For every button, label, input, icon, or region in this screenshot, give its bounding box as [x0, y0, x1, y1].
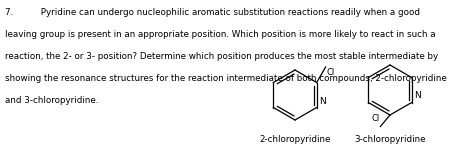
- Text: showing the resonance structures for the reaction intermediate of both compounds: showing the resonance structures for the…: [5, 74, 447, 83]
- Text: N: N: [414, 91, 420, 100]
- Text: reaction, the 2- or 3- position? Determine which position produces the most stab: reaction, the 2- or 3- position? Determi…: [5, 52, 438, 61]
- Text: 3-chloropyridine: 3-chloropyridine: [354, 135, 426, 144]
- Text: N: N: [319, 97, 325, 105]
- Text: 2-chloropyridine: 2-chloropyridine: [259, 135, 331, 144]
- Text: leaving group is present in an appropriate position. Which position is more like: leaving group is present in an appropria…: [5, 30, 436, 39]
- Text: 7.          Pyridine can undergo nucleophilic aromatic substitution reactions re: 7. Pyridine can undergo nucleophilic aro…: [5, 8, 420, 17]
- Text: and 3-chloropyridine.: and 3-chloropyridine.: [5, 96, 99, 105]
- Text: Cl: Cl: [327, 68, 335, 77]
- Text: Cl: Cl: [371, 114, 379, 124]
